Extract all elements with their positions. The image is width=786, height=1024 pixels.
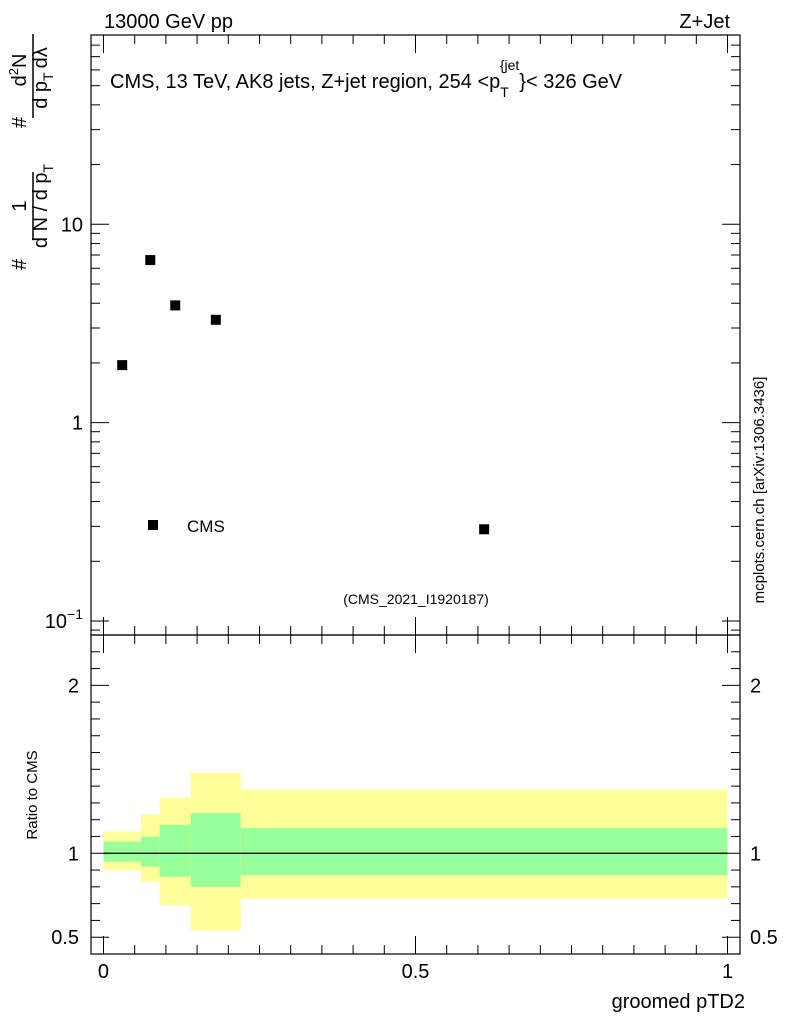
ratio-ytick-label-right-2: 2 [750,675,761,697]
ratio-ylabel: Ratio to CMS [24,750,41,839]
inner-band-3 [190,812,241,887]
data-points [117,255,490,535]
ratio-frame [90,634,741,955]
ratio-ytick-label-2: 2 [68,675,79,697]
svg-text:#: # [9,258,31,270]
ratio-ytick-label-1: 1 [68,843,79,865]
header-left: 13000 GeV pp [104,11,233,33]
main-frame [90,34,741,636]
ylabel-den: d N / d pT [30,163,56,248]
inner-band-0 [103,841,141,862]
ylabel-num2: d2N [6,54,31,87]
data-point-0 [117,360,128,371]
svg-text:1: 1 [9,200,31,211]
data-point-3 [210,314,221,325]
main-ytick-label-0: 10 [61,214,83,236]
legend-label: CMS [187,517,225,536]
main-ytick-label-2: 10−1 [45,606,83,633]
ratio-ytick-label-right-0: 0.5 [750,927,778,949]
data-point-4 [479,524,490,535]
legend-marker [148,520,158,530]
main-ytick-label-1: 1 [72,413,83,435]
watermark: (CMS_2021_I1920187) [343,591,489,607]
x-axis-label: groomed pTD2 [612,991,745,1013]
x-tick-label-2: 1 [722,961,733,983]
main-title: CMS, 13 TeV, AK8 jets, Z+jet region, 254… [110,57,623,100]
data-point-1 [145,255,156,266]
inner-band-4 [240,828,728,876]
ratio-ytick-label-0: 0.5 [51,927,79,949]
main-axis-ticks: 10 1 10−1 [45,34,740,635]
header-right: Z+Jet [679,11,730,33]
data-point-2 [170,300,181,311]
x-tick-label-0: 0 [98,961,109,983]
ratio-axis-ticks: 0 0.5 1 0.5 0.5 1 1 2 2 [51,635,778,983]
ratio-bands [103,772,728,931]
inner-band-1 [140,836,160,867]
main-ylabel: # 1 d N / d pT # d2N d pTdλ [6,34,56,270]
ratio-ytick-label-right-1: 1 [750,843,761,865]
svg-text:#: # [9,116,31,128]
ylabel-den2: d pTdλ [30,47,56,109]
side-label: mcplots.cern.ch [arXiv:1306.3436] [751,377,768,604]
inner-band-2 [159,824,191,877]
x-tick-label-1: 0.5 [402,961,430,983]
